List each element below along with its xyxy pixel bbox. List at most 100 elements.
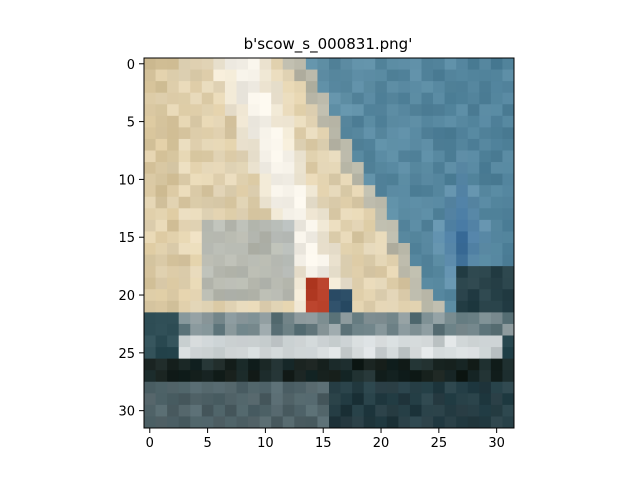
image-pixel	[190, 416, 203, 429]
image-pixel	[317, 173, 330, 186]
image-pixel	[190, 127, 203, 140]
image-pixel	[329, 370, 341, 383]
image-pixel	[409, 115, 422, 128]
image-pixel	[224, 358, 237, 371]
image-pixel	[178, 185, 191, 198]
image-pixel	[467, 358, 480, 371]
image-pixel	[467, 266, 480, 279]
image-pixel	[386, 219, 399, 232]
image-pixel	[201, 81, 214, 94]
image-pixel	[201, 104, 214, 117]
image-pixel	[317, 347, 330, 360]
image-pixel	[398, 58, 411, 70]
image-pixel	[386, 92, 399, 105]
image-pixel	[502, 208, 515, 221]
image-pixel	[433, 300, 446, 313]
image-pixel	[340, 393, 353, 406]
image-pixel	[363, 196, 376, 209]
image-pixel	[224, 393, 237, 406]
image-pixel	[236, 58, 249, 70]
image-pixel	[317, 138, 330, 151]
image-pixel	[433, 219, 446, 232]
image-pixel	[352, 300, 365, 313]
image-pixel	[386, 300, 399, 313]
image-pixel	[294, 173, 307, 186]
image-pixel	[467, 185, 480, 198]
image-pixel	[363, 104, 376, 117]
image-pixel	[409, 104, 422, 117]
image-pixel	[456, 231, 469, 244]
image-pixel	[317, 231, 330, 244]
image-pixel	[248, 58, 261, 70]
image-pixel	[421, 150, 434, 163]
image-pixel	[271, 231, 284, 244]
image-pixel	[421, 323, 434, 336]
image-pixel	[502, 335, 515, 348]
image-pixel	[190, 92, 203, 105]
image-pixel	[375, 92, 388, 105]
image-pixel	[167, 115, 180, 128]
image-pixel	[444, 104, 457, 117]
image-pixel	[178, 289, 191, 302]
image-pixel	[271, 266, 284, 279]
image-pixel	[213, 58, 226, 70]
image-pixel	[409, 196, 422, 209]
image-pixel	[317, 115, 330, 128]
image-pixel	[282, 370, 295, 383]
image-pixel	[409, 69, 422, 82]
image-pixel	[155, 115, 168, 128]
image-pixel	[236, 150, 249, 163]
image-pixel	[421, 196, 434, 209]
image-pixel	[375, 115, 388, 128]
image-pixel	[144, 358, 156, 371]
image-pixel	[236, 266, 249, 279]
image-pixel	[248, 208, 261, 221]
image-pixel	[479, 69, 492, 82]
image-pixel	[352, 277, 365, 290]
image-pixel	[259, 254, 272, 267]
image-pixel	[490, 92, 503, 105]
image-pixel	[352, 416, 365, 429]
image-pixel	[305, 393, 318, 406]
image-pixel	[479, 370, 492, 383]
image-pixel	[167, 254, 180, 267]
image-pixel	[375, 358, 388, 371]
image-pixel	[201, 219, 214, 232]
image-pixel	[329, 312, 341, 325]
image-pixel	[386, 381, 399, 394]
image-pixel	[213, 104, 226, 117]
image-pixel	[236, 104, 249, 117]
image-pixel	[155, 243, 168, 255]
image-pixel	[167, 150, 180, 163]
image-pixel	[352, 266, 365, 279]
image-pixel	[502, 173, 515, 186]
image-pixel	[294, 243, 307, 255]
image-pixel	[167, 404, 180, 417]
image-pixel	[178, 127, 191, 140]
image-pixel	[386, 231, 399, 244]
image-pixel	[352, 243, 365, 255]
image-pixel	[502, 416, 515, 429]
image-pixel	[467, 115, 480, 128]
image-pixel	[224, 266, 237, 279]
image-pixel	[282, 81, 295, 94]
image-pixel	[248, 323, 261, 336]
image-pixel	[155, 127, 168, 140]
image-pixel	[479, 104, 492, 117]
image-pixel	[294, 312, 307, 325]
image-pixel	[282, 127, 295, 140]
image-pixel	[282, 138, 295, 151]
image-pixel	[305, 58, 318, 70]
image-pixel	[490, 289, 503, 302]
image-pixel	[363, 254, 376, 267]
image-pixel	[213, 358, 226, 371]
image-pixel	[224, 185, 237, 198]
image-pixel	[236, 208, 249, 221]
image-pixel	[352, 219, 365, 232]
image-pixel	[433, 58, 446, 70]
image-pixel	[467, 92, 480, 105]
image-pixel	[178, 323, 191, 336]
image-pixel	[409, 81, 422, 94]
image-pixel	[421, 115, 434, 128]
image-pixel	[201, 370, 214, 383]
